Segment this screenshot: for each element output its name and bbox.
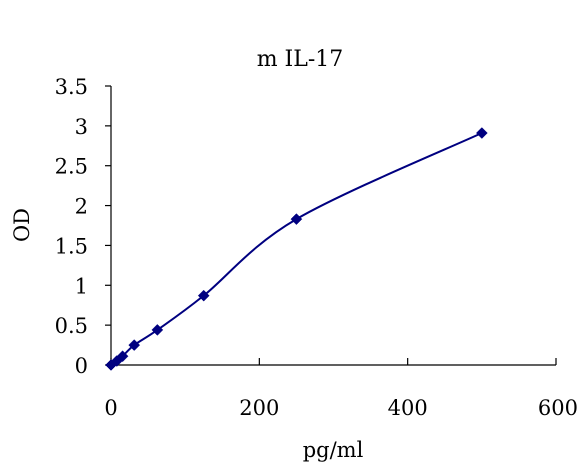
- x-axis-title: pg/ml: [303, 438, 364, 462]
- data-point: [197, 289, 210, 302]
- y-axis-title: OD: [10, 208, 34, 242]
- x-tick-label: 600: [538, 396, 578, 420]
- series-layer: [110, 132, 483, 366]
- axis-titles: pg/ml OD: [10, 208, 364, 462]
- x-tick-label: 200: [239, 396, 279, 420]
- y-tick-label: 2.5: [55, 155, 88, 179]
- data-point: [128, 339, 141, 351]
- data-point: [475, 127, 488, 139]
- data-point: [151, 324, 164, 336]
- y-tick-label: 0: [75, 354, 88, 378]
- x-tick-label: 400: [388, 396, 428, 420]
- series-line: [110, 132, 483, 366]
- y-tick-label: 1.5: [55, 234, 88, 258]
- y-tick-label: 0.5: [55, 314, 88, 338]
- data-point: [116, 350, 129, 363]
- y-tick-label: 1: [75, 274, 88, 298]
- y-tick-label: 3: [75, 115, 88, 139]
- chart-title: m IL-17: [257, 47, 344, 72]
- data-point: [290, 213, 303, 225]
- x-tick-label: 0: [104, 396, 117, 420]
- y-tick-label: 3.5: [55, 75, 88, 99]
- points-layer: [105, 127, 488, 371]
- axes-layer: [110, 86, 556, 366]
- y-tick-label: 2: [75, 195, 88, 219]
- title-layer: m IL-17: [257, 47, 344, 72]
- y-ticks: 0 0.5 1 1.5 2 2.5 3 3.5: [55, 75, 111, 378]
- x-ticks: 0 200 400 600: [104, 358, 578, 420]
